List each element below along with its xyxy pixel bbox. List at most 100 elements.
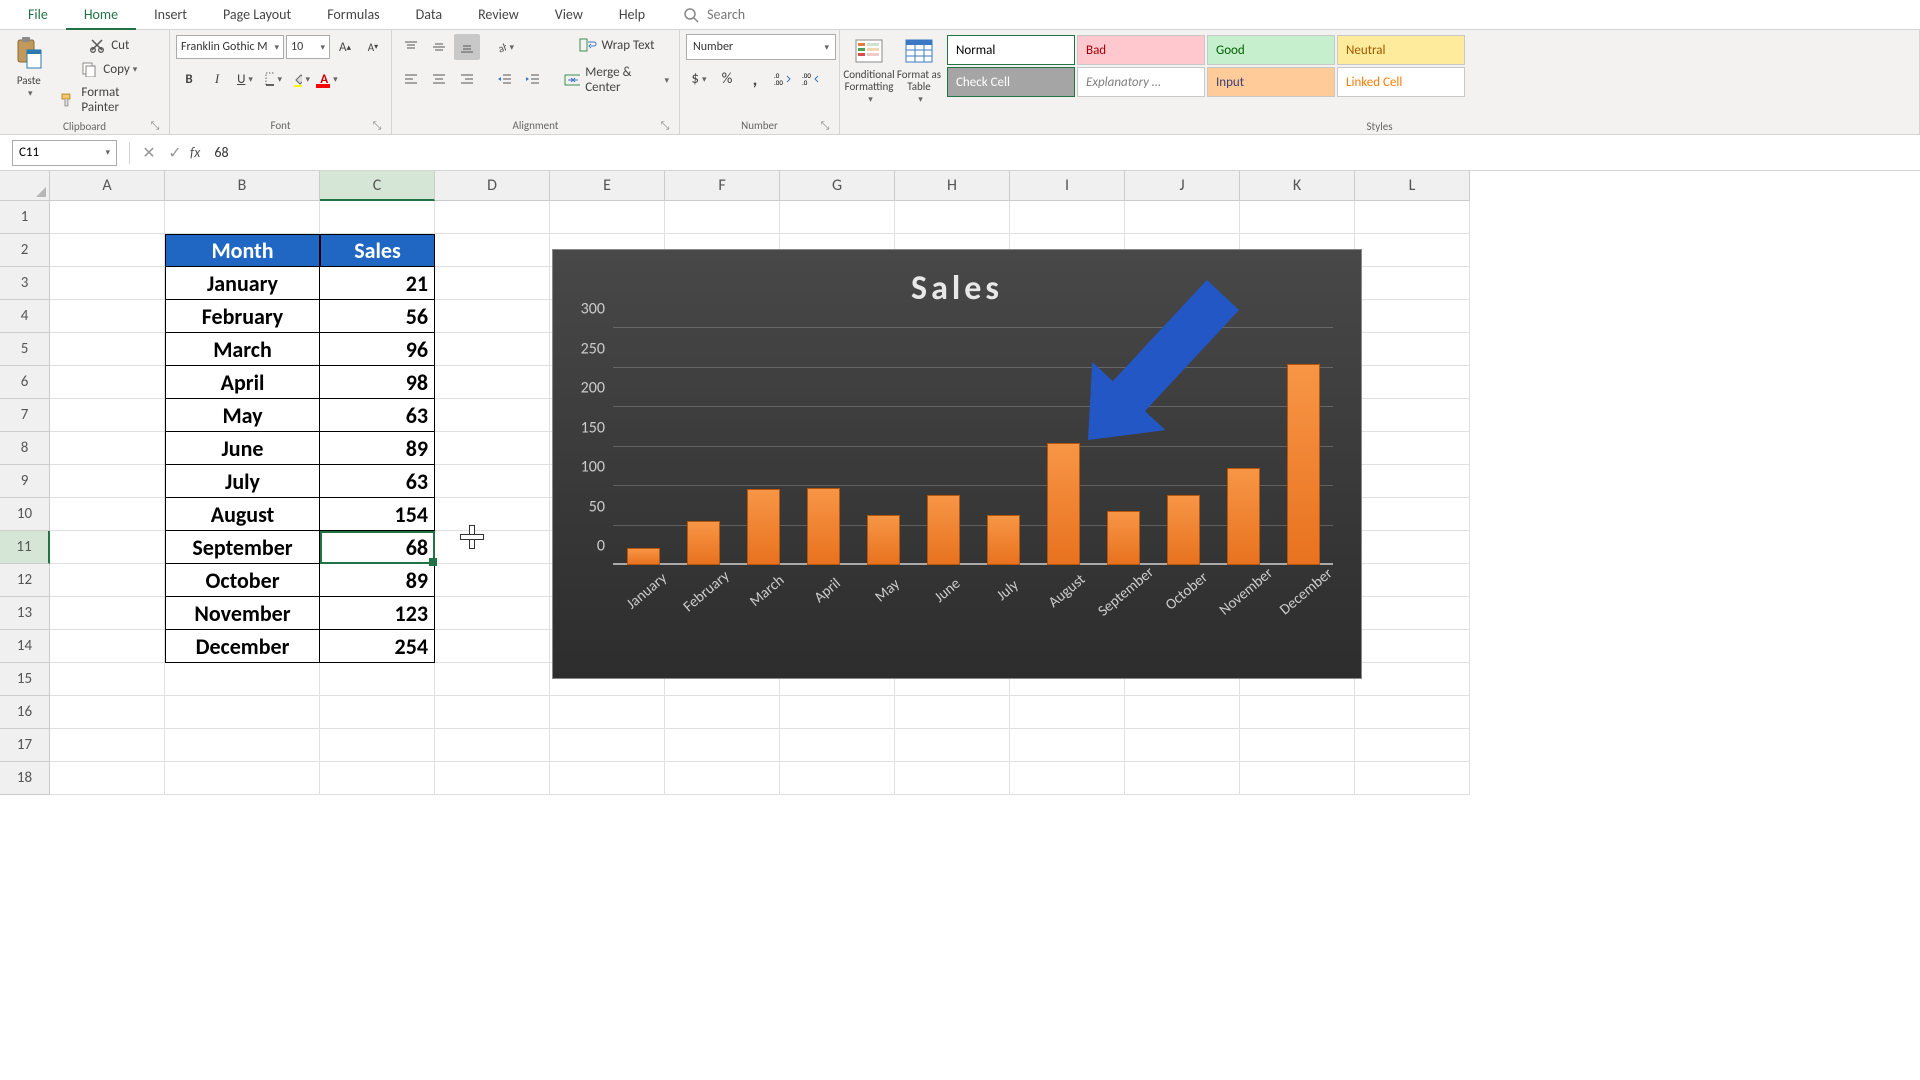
- conditional-formatting-button[interactable]: Conditional Formatting▾: [846, 34, 892, 119]
- decrease-indent-button[interactable]: [492, 66, 518, 92]
- row-header-10[interactable]: 10: [0, 498, 50, 531]
- percent-button[interactable]: %: [714, 66, 740, 92]
- bold-button[interactable]: B: [176, 66, 202, 92]
- tab-formulas[interactable]: Formulas: [309, 0, 397, 29]
- wrap-text-button[interactable]: Wrap Text: [560, 34, 673, 56]
- row-header-12[interactable]: 12: [0, 564, 50, 597]
- style-cell-bad[interactable]: Bad: [1077, 35, 1205, 65]
- row-header-14[interactable]: 14: [0, 630, 50, 663]
- font-color-button[interactable]: A▾: [316, 66, 342, 92]
- row-header-18[interactable]: 18: [0, 762, 50, 795]
- tab-help[interactable]: Help: [601, 0, 663, 29]
- format-painter-button[interactable]: Format Painter: [56, 82, 163, 118]
- row-header-17[interactable]: 17: [0, 729, 50, 762]
- font-size-select[interactable]: 10▾: [286, 35, 330, 59]
- col-header-E[interactable]: E: [550, 171, 665, 201]
- tab-page-layout[interactable]: Page Layout: [205, 0, 309, 29]
- align-right-button[interactable]: [454, 66, 480, 92]
- dialog-launcher-icon[interactable]: ⤡: [149, 120, 161, 132]
- style-cell-neutral[interactable]: Neutral: [1337, 35, 1465, 65]
- formula-bar: C11▾ ✕ ✓ fx: [0, 135, 1920, 171]
- style-cell-input[interactable]: Input: [1207, 67, 1335, 97]
- row-header-13[interactable]: 13: [0, 597, 50, 630]
- col-header-J[interactable]: J: [1125, 171, 1240, 201]
- orientation-button[interactable]: ab▾: [492, 34, 518, 60]
- fill-color-button[interactable]: ▾: [288, 66, 314, 92]
- row-header-5[interactable]: 5: [0, 333, 50, 366]
- font-name-select[interactable]: Franklin Gothic M▾: [176, 35, 284, 59]
- style-cell-check-cell[interactable]: Check Cell: [947, 67, 1075, 97]
- row-header-15[interactable]: 15: [0, 663, 50, 696]
- copy-button[interactable]: Copy▾: [56, 58, 163, 80]
- row-header-11[interactable]: 11: [0, 531, 50, 564]
- border-button[interactable]: ▾: [260, 66, 286, 92]
- cell-styles-gallery[interactable]: NormalBadGoodNeutral Check CellExplanator…: [946, 34, 1476, 98]
- chart-bar: [1227, 468, 1260, 565]
- increase-font-button[interactable]: A▴: [332, 34, 358, 60]
- formula-input[interactable]: [204, 140, 1920, 166]
- align-center-button[interactable]: [426, 66, 452, 92]
- dialog-launcher-icon[interactable]: ⤡: [819, 120, 831, 132]
- italic-button[interactable]: I: [204, 66, 230, 92]
- row-header-6[interactable]: 6: [0, 366, 50, 399]
- sales-chart[interactable]: Sales050100150200250300JanuaryFebruaryMa…: [552, 249, 1362, 679]
- decrease-font-button[interactable]: A▾: [360, 34, 386, 60]
- tab-data[interactable]: Data: [398, 0, 460, 29]
- row-header-2[interactable]: 2: [0, 234, 50, 267]
- tab-view[interactable]: View: [537, 0, 601, 29]
- tab-insert[interactable]: Insert: [136, 0, 205, 29]
- row-header-7[interactable]: 7: [0, 399, 50, 432]
- col-header-F[interactable]: F: [665, 171, 780, 201]
- align-top-button[interactable]: [398, 34, 424, 60]
- x-axis-label: December: [1276, 565, 1336, 619]
- col-header-G[interactable]: G: [780, 171, 895, 201]
- col-header-H[interactable]: H: [895, 171, 1010, 201]
- x-axis-label: April: [811, 575, 845, 607]
- style-cell-explanatory-[interactable]: Explanatory …: [1077, 67, 1205, 97]
- name-box[interactable]: C11▾: [12, 140, 117, 166]
- chart-bar: [1287, 364, 1320, 565]
- style-cell-normal[interactable]: Normal: [947, 35, 1075, 65]
- select-all-corner[interactable]: [0, 171, 50, 201]
- paste-button[interactable]: Paste ▾: [6, 34, 52, 119]
- row-header-8[interactable]: 8: [0, 432, 50, 465]
- col-header-C[interactable]: C: [320, 171, 435, 201]
- col-header-B[interactable]: B: [165, 171, 320, 201]
- comma-button[interactable]: ,: [742, 66, 768, 92]
- decrease-decimal-button[interactable]: .00.0: [798, 66, 824, 92]
- align-middle-button[interactable]: [426, 34, 452, 60]
- cancel-formula-button[interactable]: ✕: [136, 140, 162, 166]
- increase-indent-button[interactable]: [520, 66, 546, 92]
- style-cell-linked-cell[interactable]: Linked Cell: [1337, 67, 1465, 97]
- currency-button[interactable]: $▾: [686, 66, 712, 92]
- enter-formula-button[interactable]: ✓: [162, 140, 188, 166]
- y-axis-label: 200: [581, 379, 605, 398]
- col-header-L[interactable]: L: [1355, 171, 1470, 201]
- tab-review[interactable]: Review: [460, 0, 537, 29]
- increase-decimal-button[interactable]: .0.00: [770, 66, 796, 92]
- row-header-4[interactable]: 4: [0, 300, 50, 333]
- search-box[interactable]: Search: [683, 6, 745, 23]
- style-cell-good[interactable]: Good: [1207, 35, 1335, 65]
- y-axis-label: 0: [597, 537, 605, 556]
- underline-button[interactable]: U▾: [232, 66, 258, 92]
- tab-file[interactable]: File: [10, 0, 66, 29]
- cut-button[interactable]: Cut: [56, 34, 163, 56]
- row-header-3[interactable]: 3: [0, 267, 50, 300]
- dialog-launcher-icon[interactable]: ⤡: [659, 120, 671, 132]
- row-header-16[interactable]: 16: [0, 696, 50, 729]
- col-header-K[interactable]: K: [1240, 171, 1355, 201]
- col-header-D[interactable]: D: [435, 171, 550, 201]
- align-left-button[interactable]: [398, 66, 424, 92]
- number-format-select[interactable]: Number▾: [686, 34, 836, 60]
- align-bottom-button[interactable]: [454, 34, 480, 60]
- merge-center-button[interactable]: Merge & Center▾: [560, 62, 673, 98]
- fx-icon[interactable]: fx: [190, 144, 200, 161]
- row-header-1[interactable]: 1: [0, 201, 50, 234]
- col-header-I[interactable]: I: [1010, 171, 1125, 201]
- row-header-9[interactable]: 9: [0, 465, 50, 498]
- tab-home[interactable]: Home: [66, 1, 136, 30]
- dialog-launcher-icon[interactable]: ⤡: [371, 120, 383, 132]
- format-as-table-button[interactable]: Format as Table▾: [896, 34, 942, 119]
- col-header-A[interactable]: A: [50, 171, 165, 201]
